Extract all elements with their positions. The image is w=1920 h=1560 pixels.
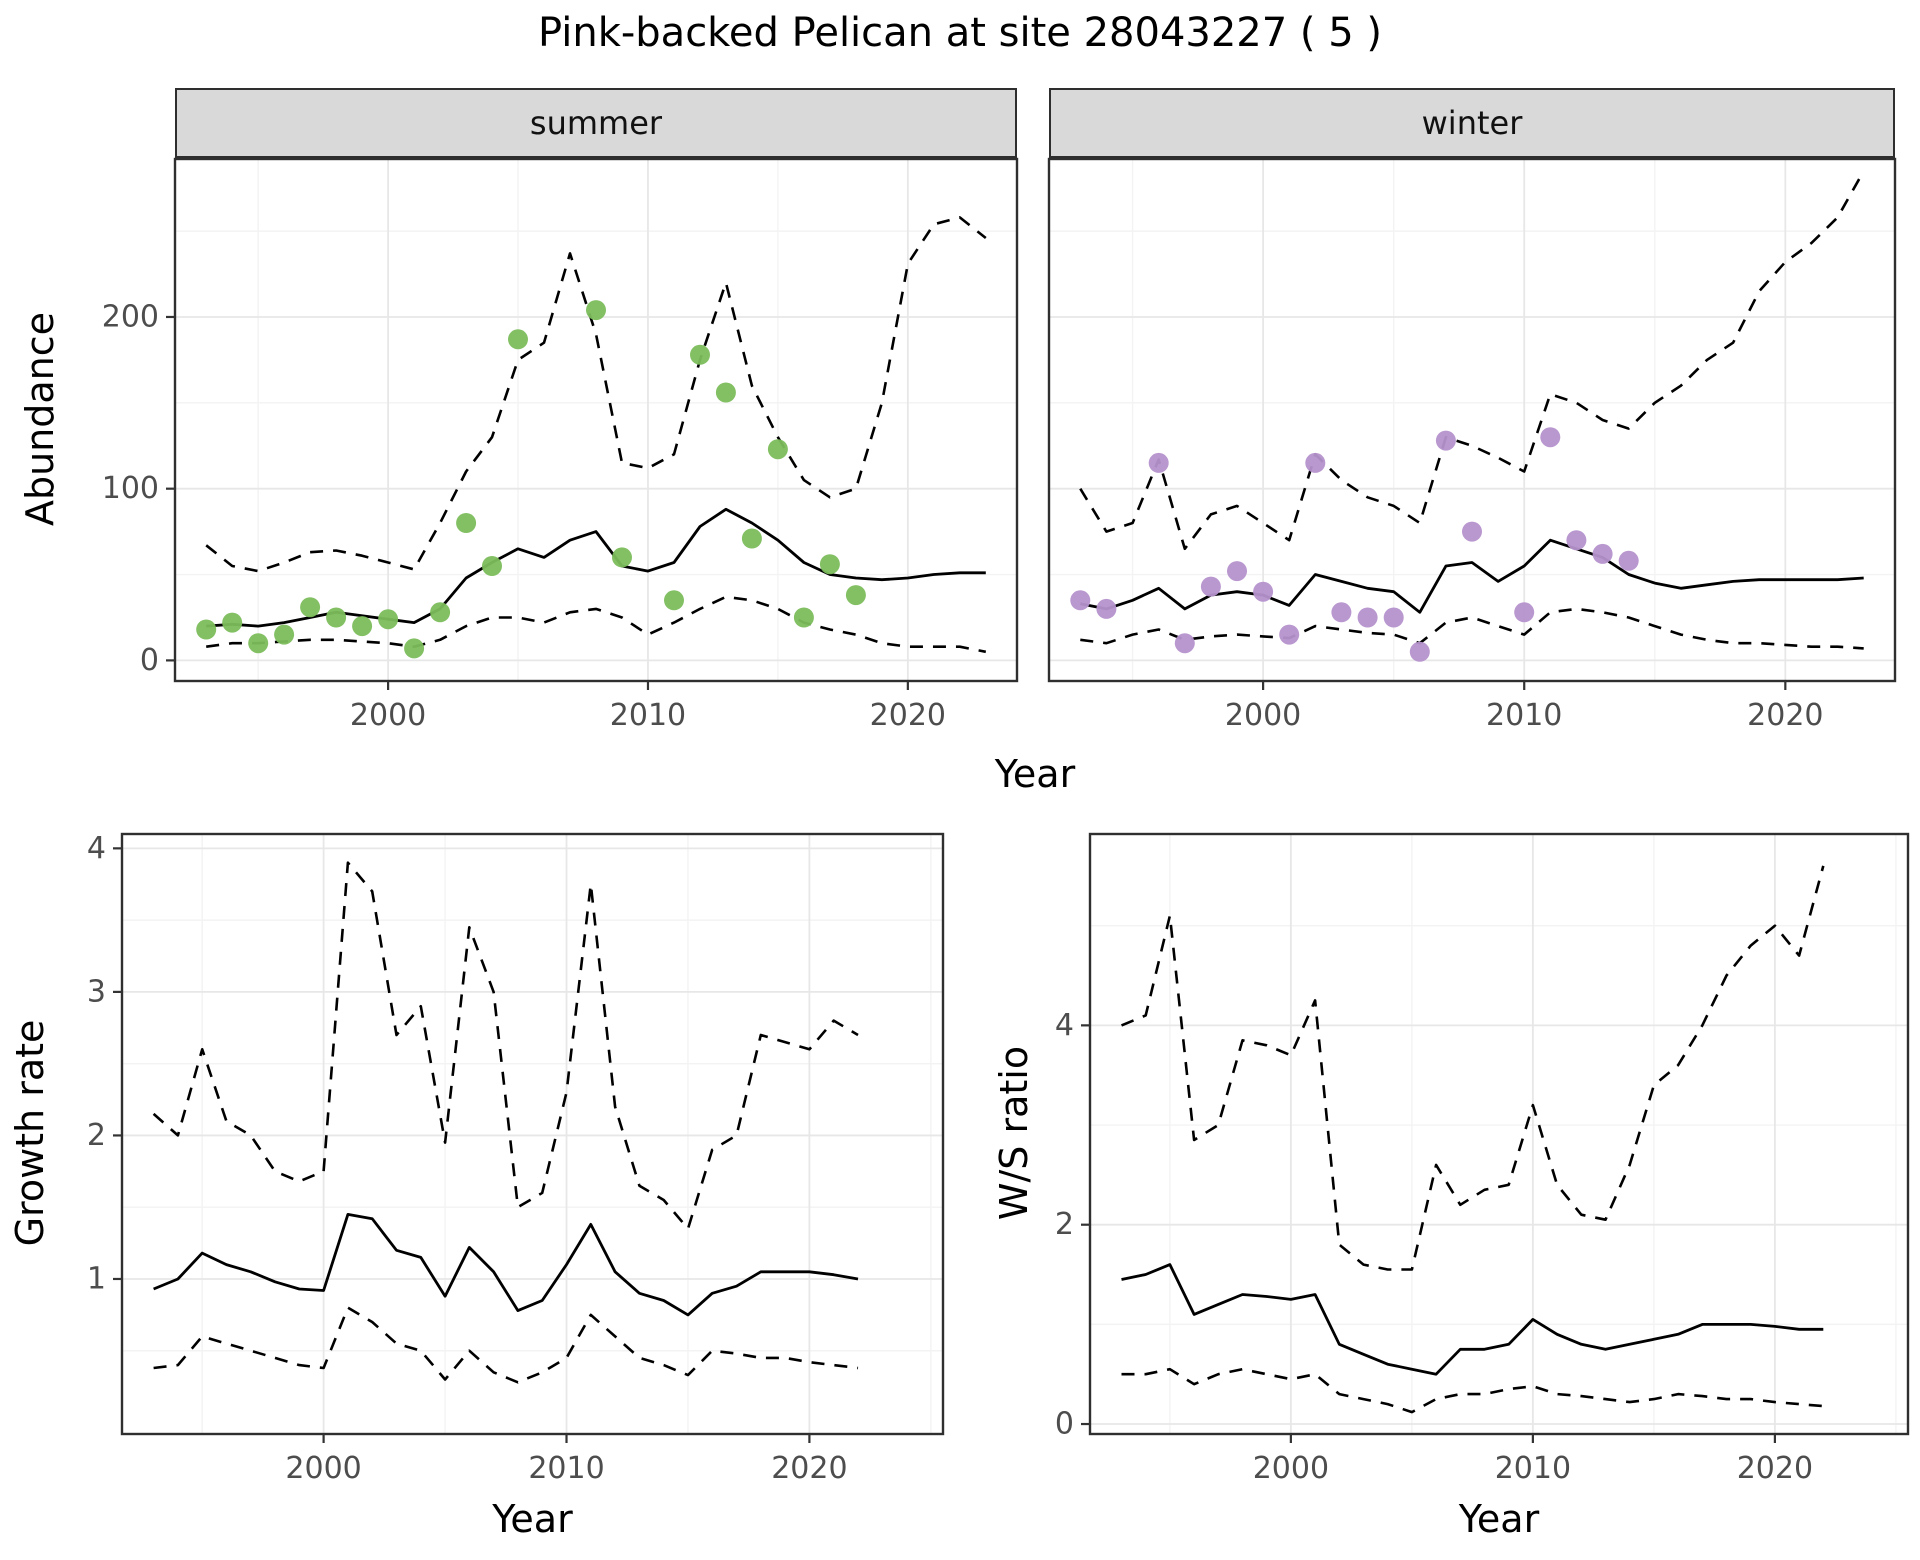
abundance-summer-chart: 2000 2010 2020 0 100 200 [102,157,1019,733]
svg-text:2020: 2020 [870,698,946,733]
facet-strip-winter: winter [1049,88,1895,158]
svg-text:4: 4 [1055,1008,1074,1043]
growth-rate-chart: 2000 2010 2020 1 2 3 4 [87,831,945,1486]
svg-text:2000: 2000 [350,698,426,733]
x-axis-title-ws-ratio: Year [1458,1497,1540,1541]
svg-text:2000: 2000 [285,1451,361,1486]
svg-text:2010: 2010 [1495,1451,1571,1486]
svg-text:0: 0 [1055,1407,1074,1442]
svg-text:2: 2 [87,1118,106,1153]
svg-text:2020: 2020 [1747,698,1823,733]
svg-text:100: 100 [102,471,159,506]
svg-text:200: 200 [102,299,159,334]
svg-text:2000: 2000 [1253,1451,1329,1486]
svg-text:3: 3 [87,974,106,1009]
facet-strip-winter-label: winter [1421,104,1523,142]
svg-text:0: 0 [140,643,159,678]
svg-text:1: 1 [87,1261,106,1296]
facet-strip-summer-label: summer [529,104,663,142]
svg-text:2010: 2010 [1486,698,1562,733]
svg-text:4: 4 [87,831,106,866]
x-axis-title-abundance: Year [994,752,1076,796]
svg-text:2020: 2020 [1737,1451,1813,1486]
figure-title: Pink-backed Pelican at site 28043227 ( 5… [537,10,1383,56]
svg-text:2010: 2010 [610,698,686,733]
svg-text:2000: 2000 [1225,698,1301,733]
svg-text:2: 2 [1055,1207,1074,1242]
ws-ratio-chart: 2000 2010 2020 0 2 4 [1055,832,1910,1486]
y-axis-title-abundance: Abundance [18,311,62,527]
x-axis-title-growth-rate: Year [492,1497,573,1541]
svg-text:2020: 2020 [771,1451,847,1486]
svg-text:2010: 2010 [528,1451,604,1486]
abundance-winter-chart: 2000 2010 2020 [1047,157,1897,733]
facet-strip-summer: summer [175,88,1017,158]
